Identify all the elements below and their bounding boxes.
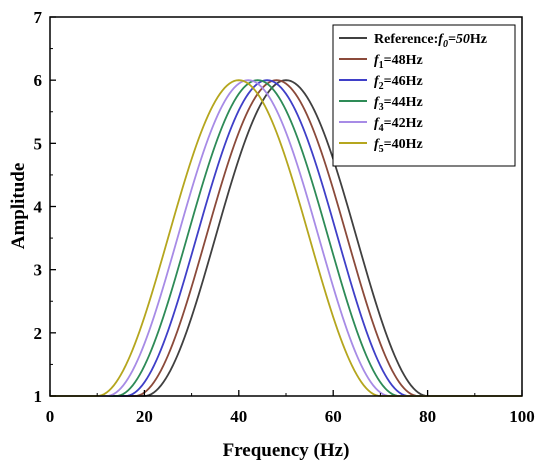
x-axis-title: Frequency (Hz) bbox=[223, 440, 350, 461]
x-tick-label: 40 bbox=[230, 407, 247, 426]
y-tick-label: 7 bbox=[34, 8, 43, 27]
legend-label-3: f3=44Hz bbox=[374, 95, 423, 113]
y-tick-label: 1 bbox=[34, 387, 43, 406]
legend-label-2: f2=46Hz bbox=[374, 74, 423, 92]
y-axis-title: Amplitude bbox=[8, 163, 29, 250]
x-tick-label: 80 bbox=[419, 407, 436, 426]
axis-ticks: 0 20 40 60 80 100 1 2 3 4 5 6 7 bbox=[34, 8, 535, 426]
y-tick-label: 2 bbox=[34, 324, 43, 343]
y-tick-label: 3 bbox=[34, 261, 43, 280]
legend-label-0: Reference:f0=50Hz bbox=[374, 32, 487, 50]
legend-label-4: f4=42Hz bbox=[374, 116, 423, 134]
x-tick-label: 20 bbox=[136, 407, 153, 426]
legend: Reference:f0=50Hz f1=48Hz f2=46Hz f3=44Hz f4… bbox=[332, 24, 516, 167]
legend-label-1: f1=48Hz bbox=[374, 53, 423, 71]
x-tick-label: 0 bbox=[46, 407, 55, 426]
x-tick-label: 60 bbox=[325, 407, 342, 426]
x-tick-label: 100 bbox=[509, 407, 535, 426]
y-tick-label: 5 bbox=[34, 134, 43, 153]
y-tick-label: 4 bbox=[34, 198, 43, 217]
y-tick-label: 6 bbox=[34, 71, 43, 90]
legend-label-5: f5=40Hz bbox=[374, 137, 423, 155]
